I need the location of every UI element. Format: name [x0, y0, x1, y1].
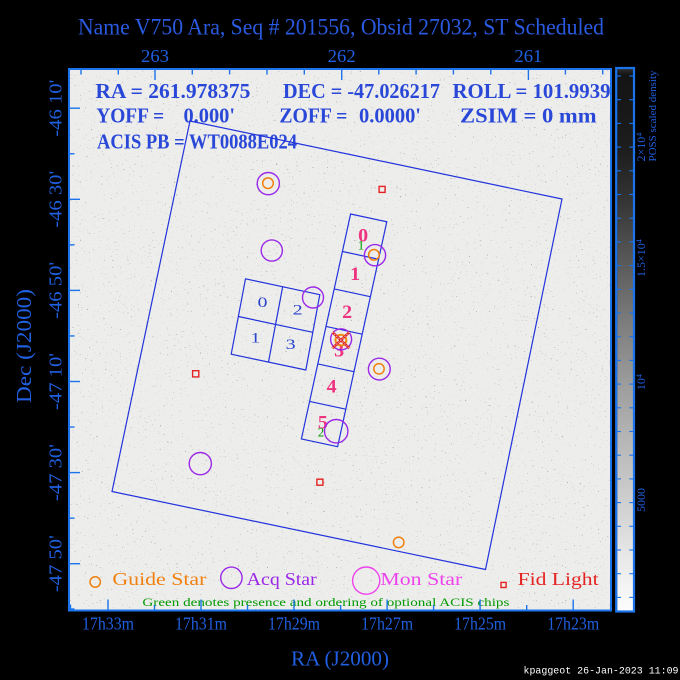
svg-text:17h27m: 17h27m — [361, 614, 413, 634]
svg-text:17h25m: 17h25m — [454, 614, 506, 634]
svg-text:ZSIM = 0 mm: ZSIM = 0 mm — [460, 104, 597, 128]
svg-text:-47 10': -47 10' — [46, 353, 66, 410]
svg-text:3: 3 — [286, 337, 296, 353]
svg-text:-47 30': -47 30' — [46, 444, 66, 501]
svg-text:17h29m: 17h29m — [268, 614, 320, 634]
svg-text:DEC = -47.026217: DEC = -47.026217 — [283, 79, 440, 103]
svg-text:Fid Light: Fid Light — [518, 569, 599, 589]
svg-text:5000: 5000 — [634, 488, 648, 512]
svg-text:-46 50': -46 50' — [46, 262, 66, 319]
svg-text:5: 5 — [318, 412, 328, 433]
svg-text:Mon Star: Mon Star — [380, 569, 462, 589]
svg-text:17h33m: 17h33m — [82, 614, 134, 634]
svg-text:ROLL = 101.9939: ROLL = 101.9939 — [453, 79, 611, 103]
svg-text:2: 2 — [342, 302, 352, 323]
svg-text:17h23m: 17h23m — [547, 614, 599, 634]
svg-text:261: 261 — [514, 46, 542, 66]
svg-text:Green denotes presence and ord: Green denotes presence and ordering of o… — [142, 597, 510, 609]
svg-text:YOFF =: YOFF = — [96, 104, 164, 128]
svg-text:262: 262 — [328, 46, 356, 66]
svg-text:1.5×10⁴: 1.5×10⁴ — [634, 239, 648, 277]
svg-text:0.000': 0.000' — [184, 104, 236, 128]
svg-text:2: 2 — [318, 425, 325, 440]
svg-text:2: 2 — [293, 303, 303, 319]
svg-text:263: 263 — [141, 46, 169, 66]
svg-text:1: 1 — [358, 238, 365, 253]
svg-text:POSS scaled density: POSS scaled density — [647, 70, 659, 162]
svg-text:0: 0 — [358, 226, 368, 247]
svg-text:RA = 261.978375: RA = 261.978375 — [95, 79, 250, 103]
svg-text:Name V750 Ara, Seq # 201556, O: Name V750 Ara, Seq # 201556, Obsid 27032… — [78, 15, 604, 40]
svg-text:0: 0 — [258, 295, 268, 311]
svg-text:-46 30': -46 30' — [46, 171, 66, 228]
svg-text:3: 3 — [334, 341, 344, 362]
svg-text:4: 4 — [327, 377, 338, 398]
svg-text:-46 10': -46 10' — [46, 80, 66, 137]
svg-text:1: 1 — [350, 264, 360, 285]
svg-text:10⁴: 10⁴ — [634, 374, 648, 390]
svg-text:17h31m: 17h31m — [175, 614, 227, 634]
svg-text:1: 1 — [250, 331, 260, 347]
svg-text:Guide Star: Guide Star — [112, 569, 206, 589]
svg-text:-47 50': -47 50' — [46, 535, 66, 592]
svg-text:RA (J2000): RA (J2000) — [291, 647, 389, 671]
svg-text:ACIS PB = WT0088E024: ACIS PB = WT0088E024 — [97, 130, 297, 154]
svg-text:Dec (J2000): Dec (J2000) — [12, 289, 36, 403]
svg-text:2×10⁴: 2×10⁴ — [634, 133, 648, 162]
svg-text:Acq Star: Acq Star — [247, 569, 317, 589]
svg-text:kpaggeot 26-Jan-2023 11:09: kpaggeot 26-Jan-2023 11:09 — [524, 666, 679, 678]
svg-text:ZOFF =: ZOFF = — [279, 104, 347, 128]
svg-text:0.0000': 0.0000' — [359, 104, 421, 128]
